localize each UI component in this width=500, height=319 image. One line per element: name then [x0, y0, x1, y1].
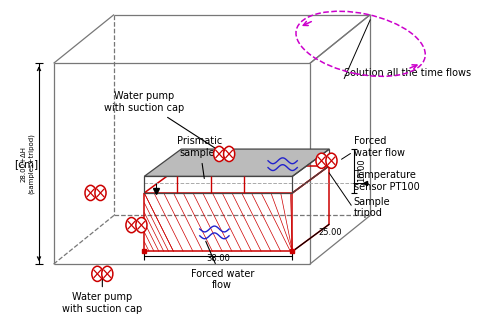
Text: 25.00: 25.00 — [318, 228, 342, 237]
Polygon shape — [144, 149, 330, 176]
Ellipse shape — [214, 146, 224, 161]
Text: Solution all the time flows: Solution all the time flows — [344, 68, 471, 78]
Text: Water pump
with suction cap: Water pump with suction cap — [104, 92, 222, 152]
Text: Prismatic
samples: Prismatic samples — [177, 136, 222, 179]
Ellipse shape — [95, 185, 106, 201]
Ellipse shape — [316, 153, 327, 168]
Ellipse shape — [326, 153, 337, 168]
Text: Temperature
sensor PT100: Temperature sensor PT100 — [354, 170, 420, 192]
Text: 28.00+ΔH
(samples+tripod): 28.00+ΔH (samples+tripod) — [20, 133, 34, 194]
Text: Water pump
with suction cap: Water pump with suction cap — [62, 277, 142, 314]
Ellipse shape — [85, 185, 96, 201]
Ellipse shape — [136, 218, 147, 233]
Text: [cm]: [cm] — [14, 159, 38, 169]
Text: Sample
tripod: Sample tripod — [354, 197, 391, 218]
Ellipse shape — [126, 218, 137, 233]
Text: Forced water
flow: Forced water flow — [190, 241, 254, 291]
Text: Forced
water flow: Forced water flow — [354, 136, 405, 158]
Text: 10.00: 10.00 — [356, 159, 366, 182]
Ellipse shape — [92, 266, 103, 281]
Text: 38.00: 38.00 — [206, 254, 231, 263]
Ellipse shape — [102, 266, 113, 281]
Ellipse shape — [224, 146, 234, 161]
